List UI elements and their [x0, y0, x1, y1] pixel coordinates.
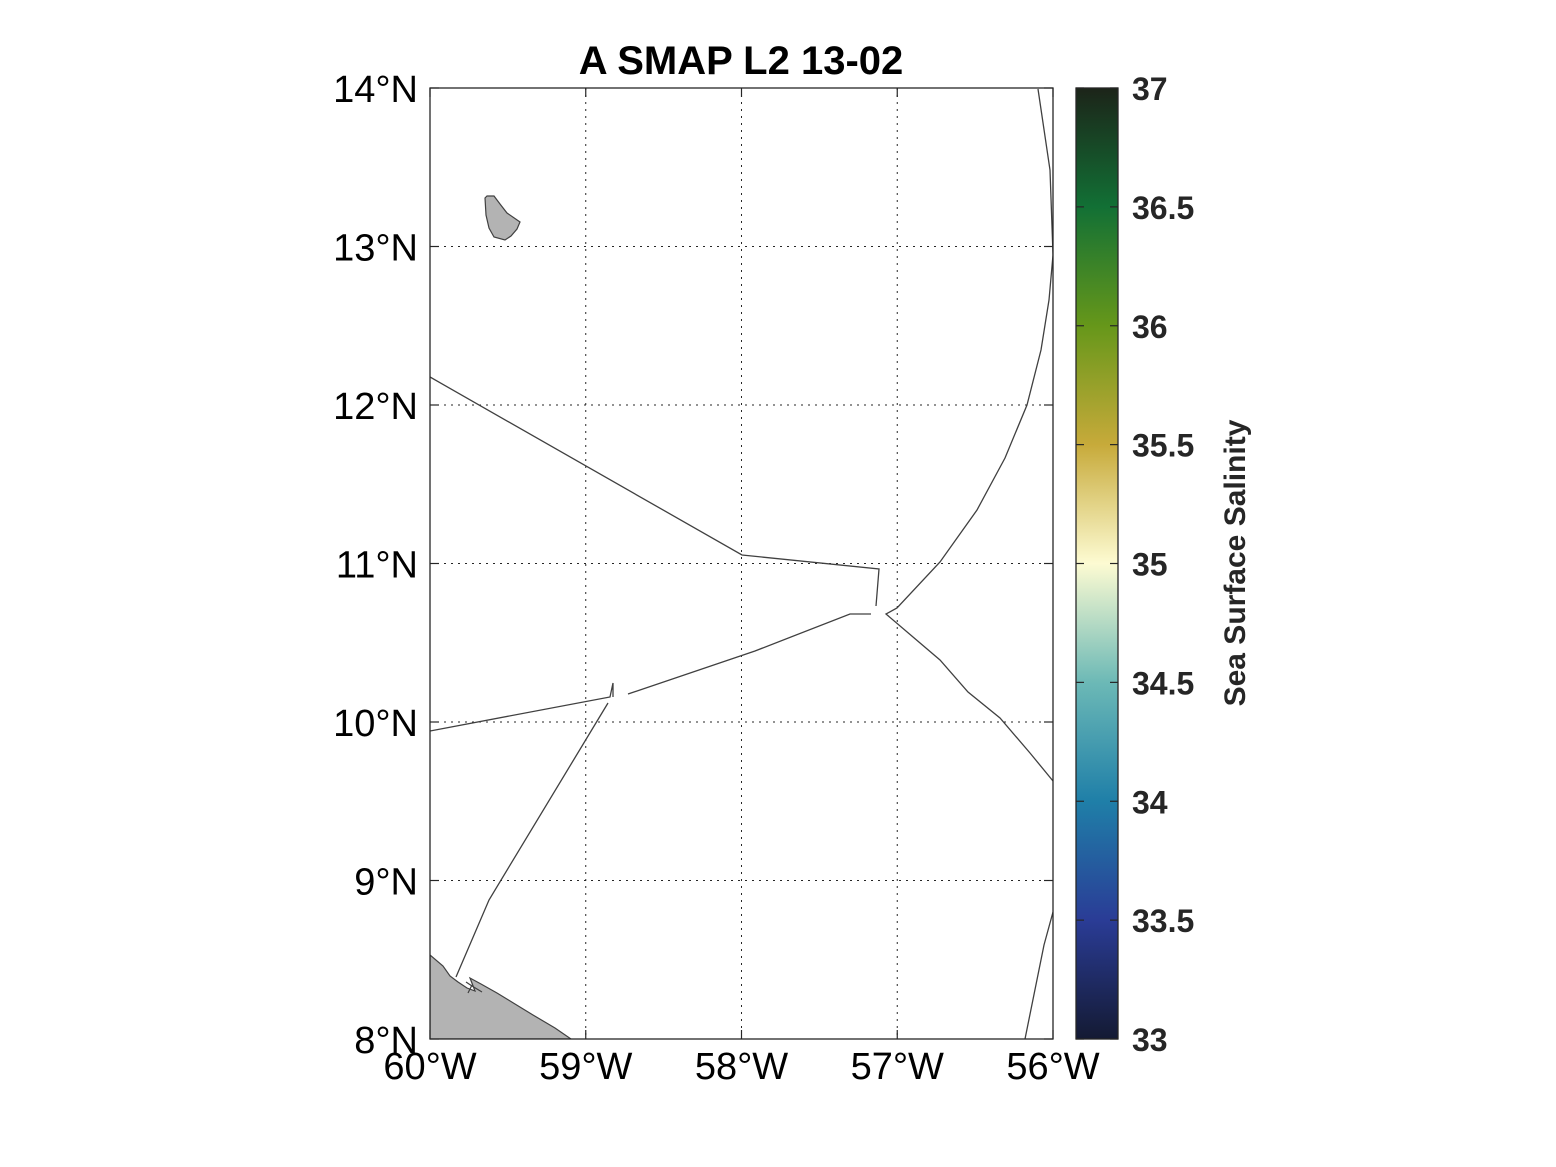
- colorbar-label: Sea Surface Salinity: [1219, 419, 1252, 706]
- colorbar-tick-label: 36.5: [1132, 190, 1194, 226]
- colorbar-tick-label: 34: [1132, 784, 1168, 820]
- longitude-labels: 60°W 59°W 58°W 57°W 56°W: [383, 1046, 1099, 1088]
- boundary-line-middle: [430, 613, 871, 732]
- colorbar-ticks: 37 36.5 36 35.5 35 34.5 34 33.5 33: [1076, 71, 1194, 1058]
- map-background: [430, 88, 1053, 1039]
- colorbar-tick-label: 36: [1132, 309, 1168, 345]
- longitude-tick-label: 57°W: [851, 1046, 944, 1088]
- latitude-tick-label: 8°N: [354, 1020, 418, 1062]
- latitude-tick-label: 9°N: [354, 862, 418, 904]
- coast-landmass: [430, 954, 573, 1039]
- latitude-tick-label: 10°N: [333, 703, 418, 745]
- latitude-tick-label: 14°N: [333, 69, 418, 111]
- map-title: A SMAP L2 13-02: [579, 39, 904, 83]
- island-landmass: [484, 195, 521, 241]
- longitude-tick-label: 58°W: [695, 1046, 788, 1088]
- colorbar-tick-label: 33: [1132, 1022, 1168, 1058]
- boundary-line-north: [430, 376, 880, 607]
- colorbar-tick-label: 33.5: [1132, 903, 1194, 939]
- latitude-tick-label: 13°N: [333, 228, 418, 270]
- longitude-tick-label: 56°W: [1006, 1046, 1099, 1088]
- colorbar-tick-label: 35: [1132, 547, 1168, 583]
- longitude-tick-label: 59°W: [539, 1046, 632, 1088]
- coast-inlet: [465, 981, 483, 994]
- boundary-line-southeast: [1024, 911, 1053, 1039]
- colorbar-tick-label: 37: [1132, 71, 1168, 107]
- map-frame: [429, 87, 1054, 1040]
- latitude-tick-label: 11°N: [336, 545, 418, 587]
- map-features: [430, 88, 1053, 1039]
- boundary-lines: [430, 88, 1053, 1039]
- colorbar: 37 36.5 36 35.5 35 34.5 34 33.5 33 Sea Surface S…: [1075, 71, 1252, 1058]
- colorbar-tick-label: 34.5: [1132, 665, 1194, 701]
- latitude-labels: 14°N 13°N 12°N 11°N 10°N 9°N 8°N: [333, 69, 418, 1062]
- latitude-tick-label: 12°N: [333, 386, 418, 428]
- boundary-line-southwest: [455, 702, 609, 978]
- colorbar-tick-label: 35.5: [1132, 428, 1194, 464]
- longitude-tick-label: 60°W: [383, 1046, 476, 1088]
- map-area: 14°N 13°N 12°N 11°N 10°N 9°N 8°N 60°W 59°W 58°W 5…: [333, 69, 1100, 1088]
- boundary-line-east: [884, 88, 1053, 782]
